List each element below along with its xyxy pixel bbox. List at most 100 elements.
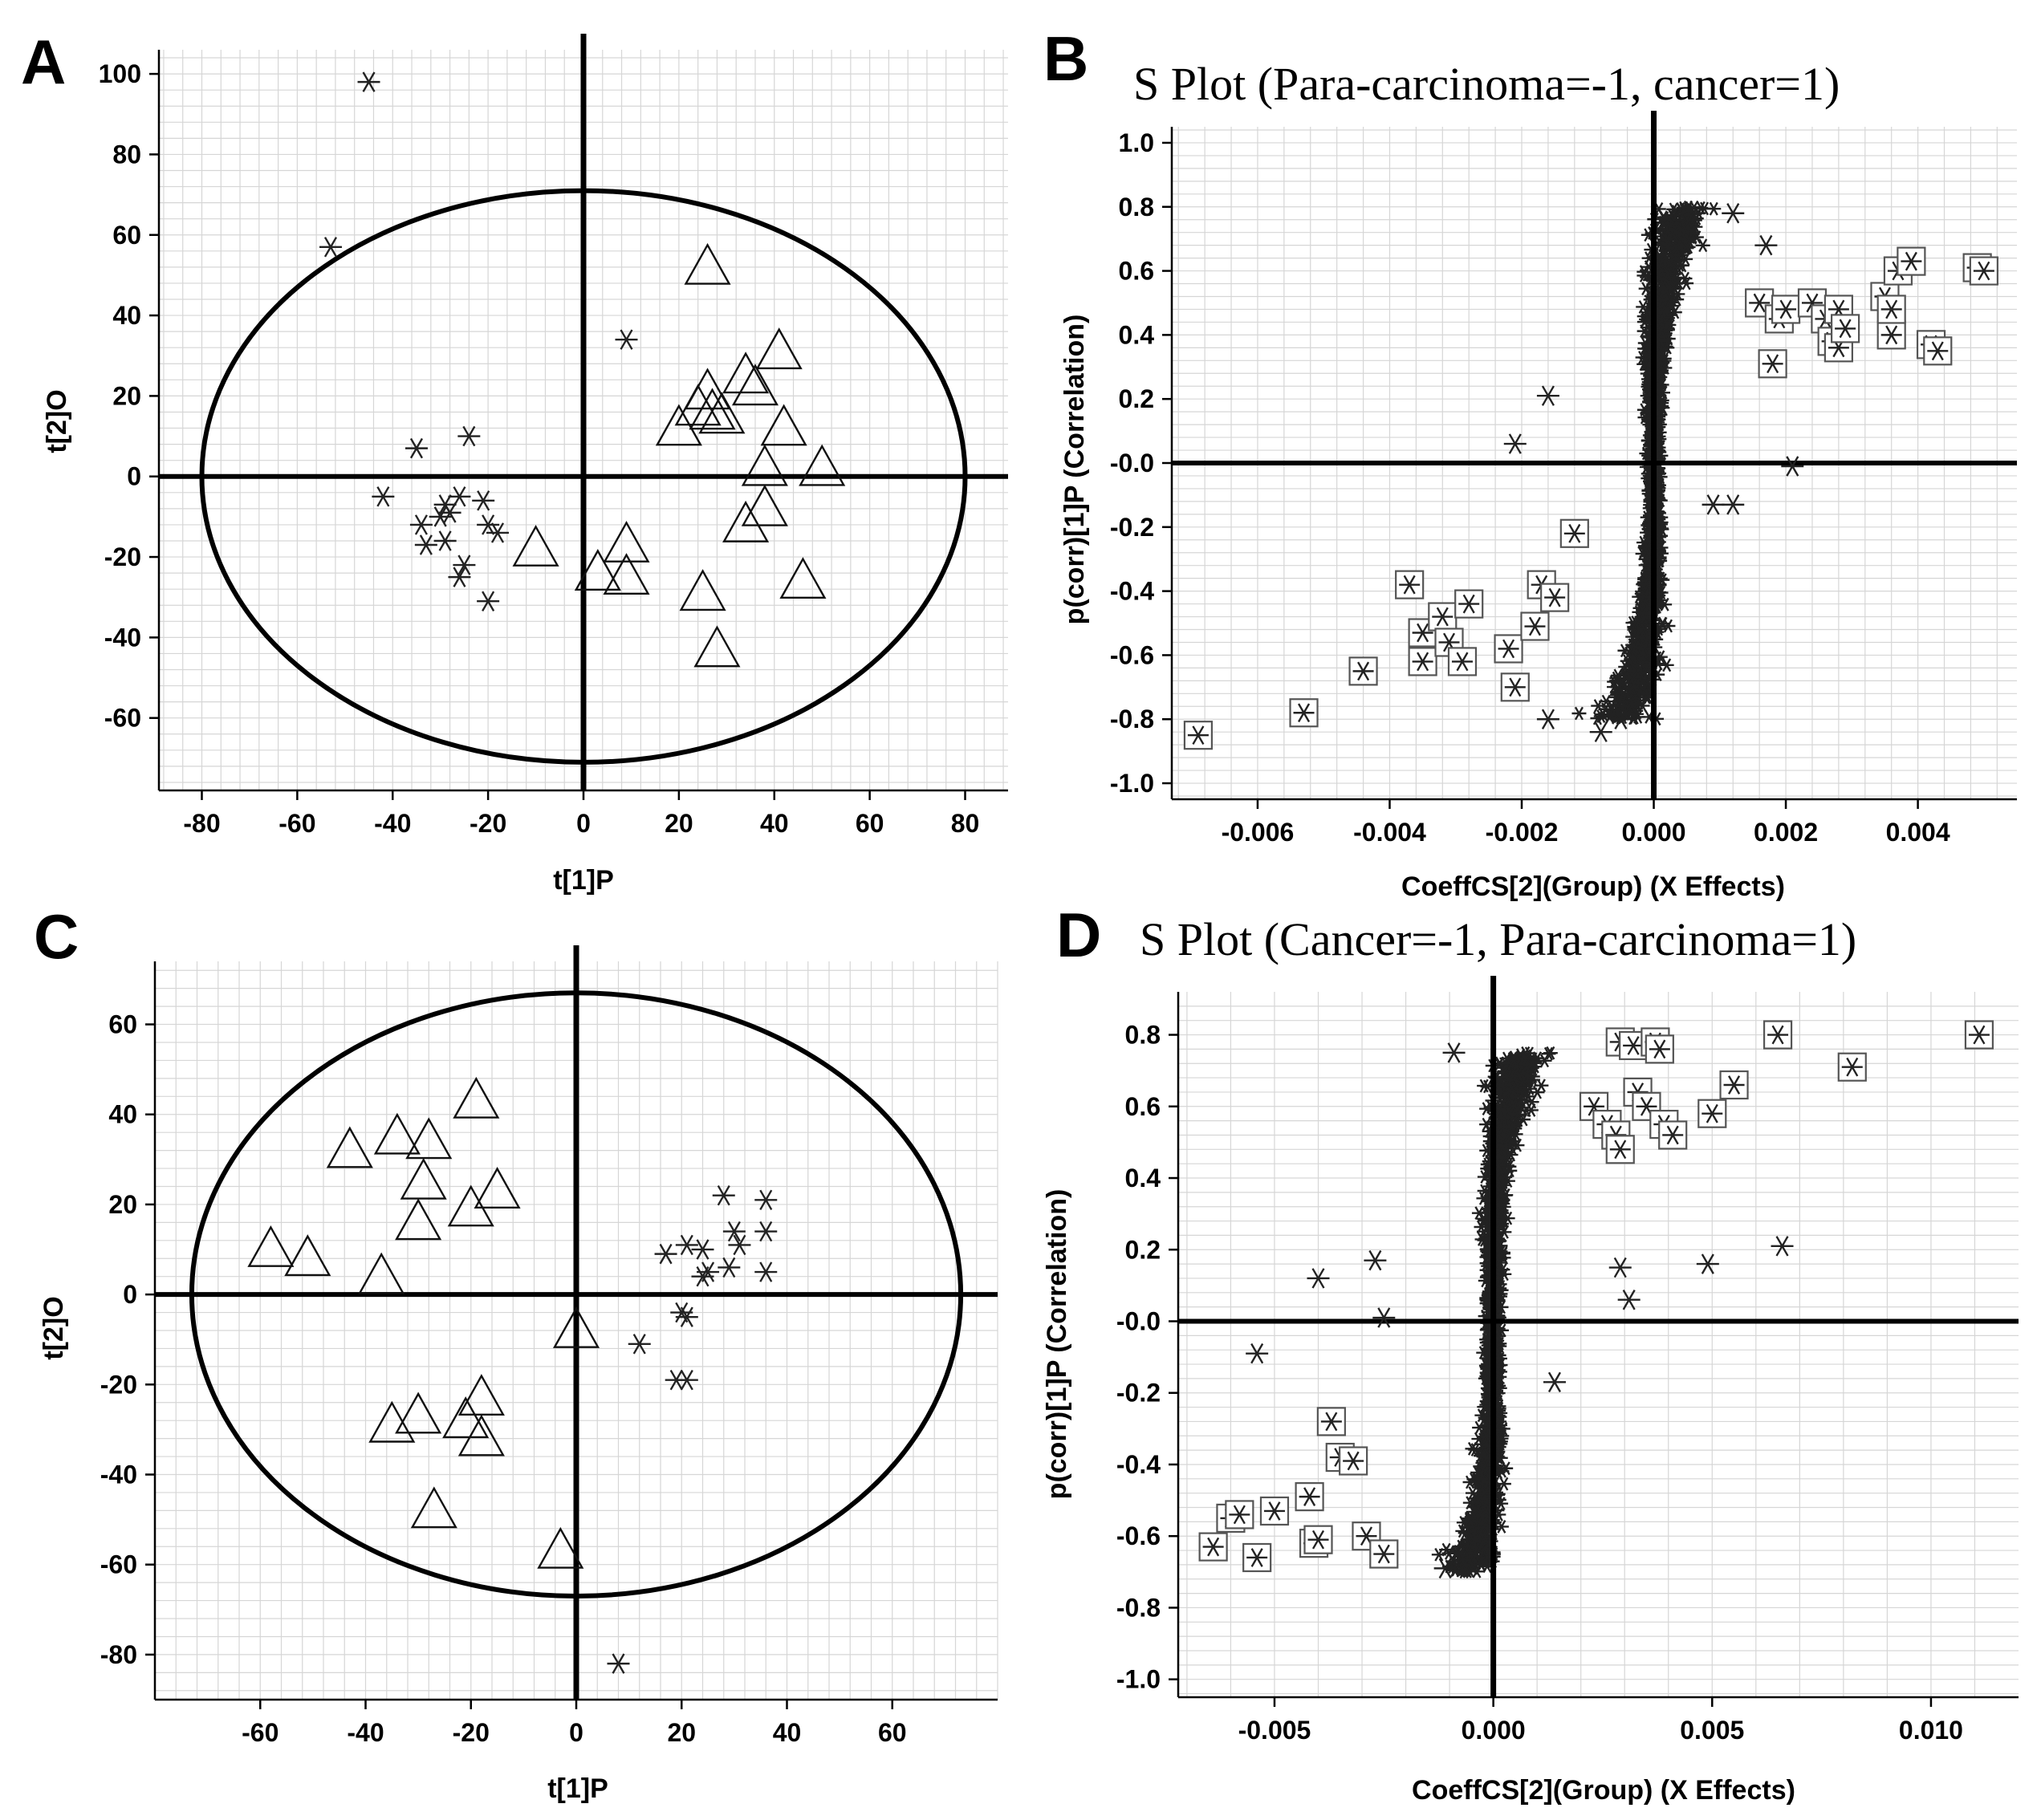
asterisk-point	[472, 490, 495, 511]
selected-variable-point	[1605, 1135, 1635, 1164]
y-tick-label: -0.6	[1110, 640, 1154, 669]
x-tick-label: 60	[878, 1718, 907, 1747]
panel-a: A -80 -60 -40 -20 0 20 40 60 80 -60 -40 -20 0 20 40 60 8…	[21, 26, 1008, 896]
selected-variable-point	[1762, 1020, 1793, 1050]
triangle-point	[603, 520, 650, 563]
asterisk-point	[697, 1261, 720, 1282]
asterisk-point	[1442, 1042, 1466, 1063]
selected-variable-point	[1658, 1120, 1688, 1150]
x-tick-label: 0.010	[1899, 1716, 1963, 1745]
y-tick-label: -1.0	[1110, 769, 1154, 798]
selected-variable-point	[1969, 256, 1998, 286]
selected-variable-point	[1303, 1525, 1333, 1554]
asterisk-point	[675, 1369, 698, 1391]
triangle-point	[741, 444, 788, 486]
selected-variable-point	[1454, 589, 1484, 619]
x-tick-label: -0.006	[1222, 818, 1295, 847]
panel-a-y-label: t[2]O	[42, 389, 72, 453]
selected-variable-point	[1289, 698, 1319, 728]
y-tick-label: 0.4	[1125, 1164, 1161, 1192]
x-tick-label: -20	[453, 1718, 490, 1747]
selected-variable-point	[1964, 1020, 1994, 1050]
triangle-point	[655, 404, 702, 446]
x-tick-label: -0.005	[1238, 1716, 1311, 1745]
selected-variable-point	[1295, 1482, 1324, 1512]
asterisk-point	[319, 237, 342, 258]
triangle-point	[395, 1198, 442, 1241]
panel-b-letter: B	[1043, 23, 1088, 94]
x-tick-label: -0.002	[1486, 818, 1559, 847]
asterisk-point	[1696, 1253, 1719, 1274]
panel-b-x-label: CoeffCS[2](Group) (X Effects)	[1401, 871, 1785, 902]
selected-variable-point	[1876, 295, 1906, 324]
panel-d-axes	[1177, 976, 2019, 1699]
y-tick-label: 0.8	[1125, 1021, 1161, 1050]
panel-a-letter: A	[21, 26, 66, 97]
asterisk-point	[457, 425, 481, 447]
selected-variable-point	[1876, 320, 1906, 350]
asterisk-point	[728, 1234, 751, 1256]
selected-variable-point	[1316, 1407, 1346, 1436]
y-tick-label: 40	[112, 301, 141, 330]
triangle-point	[755, 327, 803, 370]
y-tick-label: 60	[112, 221, 141, 250]
asterisk-point	[718, 1257, 741, 1278]
y-tick-label: 20	[112, 381, 141, 410]
asterisk-point	[372, 486, 395, 507]
asterisk-point	[409, 514, 433, 535]
asterisk-point	[1702, 494, 1725, 515]
y-tick-label: -60	[104, 704, 141, 733]
triangle-point	[731, 364, 779, 406]
triangle-point	[247, 1225, 295, 1267]
selected-variable-point	[1520, 611, 1550, 641]
x-tick-label: 0.005	[1680, 1716, 1744, 1745]
selected-variable-point	[1369, 1539, 1399, 1569]
asterisk-point	[1781, 456, 1804, 477]
triangle-point	[358, 1252, 405, 1294]
asterisk-point	[1364, 1249, 1387, 1271]
selected-variable-point	[1697, 1099, 1727, 1128]
asterisk-point	[433, 530, 457, 551]
panel-d-title: S Plot (Cancer=-1, Para-carcinoma=1)	[1140, 913, 1856, 965]
triangle-point	[574, 549, 621, 591]
y-tick-label: 80	[112, 140, 141, 169]
selected-variable-point	[1408, 647, 1437, 676]
panel-d-y-label: p(corr)[1]P (Correlation)	[1042, 1189, 1072, 1500]
x-tick-label: 0	[576, 809, 591, 838]
y-tick-label: 1.0	[1119, 128, 1154, 157]
triangle-point	[410, 1486, 457, 1529]
asterisk-point	[448, 567, 471, 587]
y-tick-label: -20	[104, 542, 141, 571]
selected-variable-point	[1447, 647, 1478, 676]
selected-variable-point	[1225, 1500, 1254, 1530]
x-tick-label: 0.000	[1622, 818, 1686, 847]
triangle-point	[693, 625, 741, 668]
cloud-point	[1571, 706, 1587, 721]
asterisk-point	[477, 514, 500, 535]
x-tick-label: 40	[773, 1718, 802, 1747]
panel-d: D S Plot (Cancer=-1, Para-carcinoma=1) -…	[1042, 900, 2019, 1806]
y-tick-label: -80	[100, 1640, 137, 1669]
panel-a-ticks: -80 -60 -40 -20 0 20 40 60 80 -60 -40 -20 0 20 40 60 80 1…	[99, 59, 980, 838]
x-tick-label: 20	[667, 1718, 696, 1747]
asterisk-point	[486, 522, 510, 543]
cloud-point	[1695, 238, 1710, 253]
y-tick-label: -0.2	[1110, 513, 1154, 542]
asterisk-point	[477, 591, 500, 611]
y-tick-label: -0.0	[1110, 449, 1154, 477]
y-tick-label: -40	[100, 1460, 137, 1489]
asterisk-point	[615, 329, 638, 350]
panel-d-letter: D	[1056, 900, 1101, 970]
triangle-point	[512, 524, 559, 567]
selected-variable-point	[1395, 570, 1425, 599]
x-tick-label: -60	[242, 1718, 279, 1747]
asterisk-point	[453, 555, 476, 575]
y-tick-label: 20	[108, 1190, 137, 1219]
selected-variable-point	[1242, 1542, 1272, 1573]
x-tick-label: -40	[347, 1718, 384, 1747]
panel-c-letter: C	[34, 901, 79, 972]
hotelling-ellipse	[199, 188, 968, 765]
x-tick-label: -80	[183, 809, 220, 838]
asterisk-point	[1771, 1236, 1794, 1257]
